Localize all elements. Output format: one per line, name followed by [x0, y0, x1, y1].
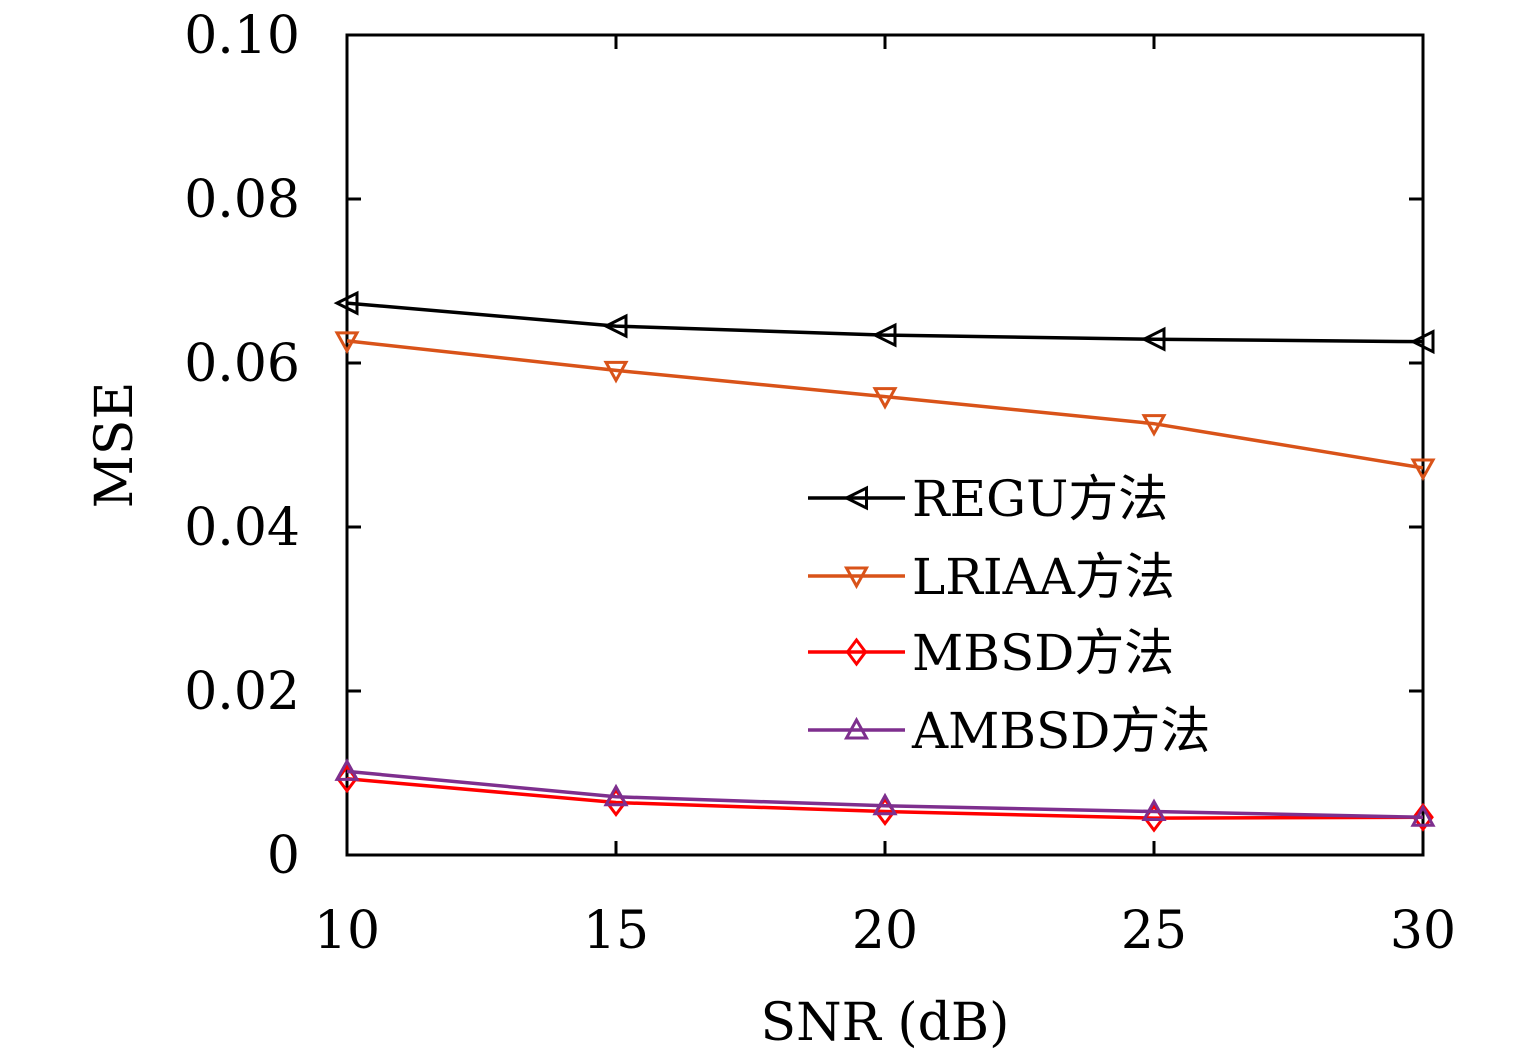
- legend-marker: [843, 566, 870, 590]
- data-point-marker: [1410, 458, 1436, 482]
- series-line: [346, 776, 1424, 820]
- y-tick-label: 0.10: [184, 6, 300, 66]
- series-line: [346, 301, 1424, 344]
- series-3: [334, 758, 1436, 827]
- y-tick-label: 0.04: [184, 498, 300, 558]
- data-point-marker: [872, 792, 898, 816]
- data-point-marker: [1412, 802, 1434, 832]
- y-tick-label: 0: [267, 826, 300, 886]
- x-axis-ticks: 10 15 20 25 30: [314, 35, 1456, 961]
- series-0: [333, 290, 1435, 355]
- y-tick-label: 0.08: [184, 170, 300, 230]
- legend: REGU方法 LRIAA方法 MBSD方法 AMBSD方法: [808, 470, 1210, 760]
- series-line: [346, 769, 1424, 820]
- data-point-marker: [602, 313, 628, 339]
- legend-marker: [843, 485, 868, 511]
- legend-item: AMBSD方法: [808, 702, 1210, 760]
- y-tick-label: 0.06: [184, 334, 300, 394]
- series-layer: [333, 290, 1436, 833]
- series-line: [346, 339, 1424, 470]
- data-point-marker: [872, 387, 898, 410]
- data-point-marker: [603, 360, 629, 384]
- plot-frame: [345, 33, 1425, 857]
- legend-item: LRIAA方法: [808, 548, 1175, 606]
- data-point-marker: [334, 758, 360, 781]
- legend-label: LRIAA方法: [912, 548, 1175, 606]
- legend-label: MBSD方法: [912, 624, 1174, 682]
- legend-marker: [843, 716, 870, 740]
- data-point-marker: [603, 783, 629, 807]
- y-axis-ticks: 0 0.02 0.04 0.06 0.08 0.10: [184, 6, 1423, 886]
- x-tick-label: 20: [852, 901, 918, 961]
- x-tick-label: 30: [1390, 901, 1456, 961]
- legend-label: REGU方法: [912, 470, 1168, 528]
- series-1: [334, 331, 1436, 482]
- data-point-marker: [1409, 329, 1435, 355]
- data-point-marker: [1141, 414, 1167, 437]
- legend-item: MBSD方法: [808, 624, 1174, 682]
- data-point-marker: [1141, 798, 1167, 822]
- x-tick-label: 25: [1121, 901, 1187, 961]
- x-axis-title: SNR (dB): [761, 993, 1010, 1053]
- data-point-marker: [333, 290, 359, 316]
- legend-label: AMBSD方法: [911, 702, 1210, 760]
- x-tick-label: 15: [583, 901, 649, 961]
- data-point-marker: [871, 322, 897, 348]
- data-point-marker: [334, 331, 360, 354]
- y-axis-title: MSE: [85, 382, 145, 509]
- data-point-marker: [1410, 804, 1436, 827]
- y-tick-label: 0.02: [184, 662, 300, 722]
- x-tick-label: 10: [314, 901, 380, 961]
- data-point-marker: [1140, 326, 1166, 352]
- legend-marker: [845, 637, 868, 667]
- legend-item: REGU方法: [808, 470, 1168, 528]
